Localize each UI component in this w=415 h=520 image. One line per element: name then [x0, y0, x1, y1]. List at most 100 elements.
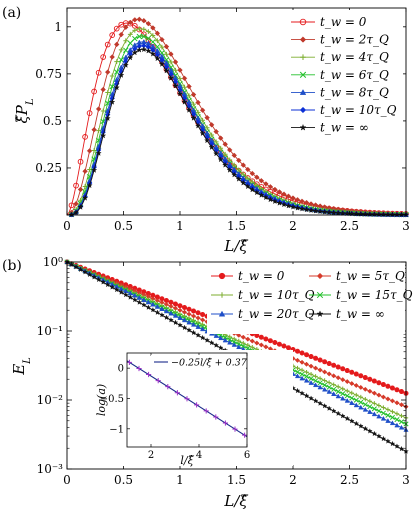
- panel-b-point: [186, 306, 192, 312]
- panel-a-point: [73, 201, 79, 207]
- panel-a-point: [267, 196, 274, 203]
- panel-b-point: [113, 286, 120, 293]
- panel-a-point: [154, 30, 161, 37]
- panel-b-point: [168, 310, 174, 316]
- panel-b-point: [349, 395, 355, 401]
- panel-a-point: [191, 101, 196, 107]
- panel-b-point: [371, 411, 377, 417]
- panel-a-point: [113, 25, 120, 32]
- panel-a-point: [200, 117, 205, 123]
- inset-xtick-label: 2: [148, 450, 154, 461]
- panel-b-point: [195, 320, 201, 325]
- panel-a-point: [109, 32, 116, 38]
- panel-a-point: [123, 47, 129, 53]
- panel-b-point: [331, 382, 336, 387]
- panel-a-point: [123, 24, 129, 30]
- panel-a-point: [168, 59, 174, 65]
- panel-a-point: [213, 139, 219, 145]
- panel-a-point: [132, 27, 138, 33]
- panel-b-point: [245, 342, 250, 348]
- panel-b-point: [200, 322, 205, 327]
- panel-b-point: [186, 327, 192, 333]
- panel-a-point: [195, 109, 201, 115]
- panel-b-point: [308, 395, 314, 401]
- panel-b-point: [371, 406, 377, 412]
- panel-a-point: [127, 19, 134, 26]
- panel-b-point: [394, 422, 400, 428]
- panel-b-xtick-label: 3: [402, 473, 410, 487]
- panel-b-point: [131, 296, 138, 303]
- inset-ticks: 2 4 6 0 −0.5 −1: [100, 353, 250, 461]
- panel-b-point: [340, 391, 346, 397]
- panel-a-point: [109, 73, 115, 79]
- panel-b-point: [367, 404, 373, 410]
- panel-a-point: [82, 168, 88, 175]
- panel-b-point: [303, 377, 310, 383]
- panel-b-point: [258, 334, 264, 340]
- inset-point: [165, 384, 171, 390]
- panel-a-point: [145, 35, 152, 42]
- panel-b-ytick-label: 10⁻³: [37, 462, 64, 476]
- panel-b-point: [380, 415, 387, 421]
- panel-a-xtick-label: 2.5: [340, 219, 359, 233]
- panel-b-point: [200, 312, 206, 318]
- panel-b-point: [191, 313, 197, 319]
- panel-a-point: [195, 99, 201, 106]
- panel-b-point: [317, 400, 323, 406]
- panel-a-point: [181, 75, 188, 82]
- panel-a-point: [82, 194, 89, 201]
- panel-a-point: [113, 84, 120, 91]
- panel-b-point: [330, 407, 337, 414]
- panel-a-xtick-label: 1: [176, 219, 184, 233]
- panel-b-point: [100, 279, 107, 285]
- panel-b-point: [191, 308, 197, 314]
- panel-a-ytick-label: 1: [54, 20, 62, 34]
- panel-a-point: [141, 26, 147, 32]
- panel-b-point: [304, 361, 310, 367]
- inset-xtick-label: 4: [196, 450, 202, 461]
- panel-b-point: [190, 329, 197, 336]
- panel-b-point: [380, 382, 386, 388]
- panel-b-point: [344, 379, 350, 385]
- panel-b-point: [299, 350, 305, 356]
- panel-a-point: [149, 50, 156, 57]
- panel-b-point: [304, 369, 309, 375]
- panel-b-point: [353, 371, 359, 377]
- panel-a-point: [285, 193, 292, 199]
- panel-a-point: [339, 210, 346, 216]
- panel-b-point: [308, 376, 314, 382]
- panel-a-point: [321, 208, 328, 215]
- panel-b-point: [385, 407, 391, 412]
- panel-a-point: [118, 57, 124, 63]
- panel-b-point: [308, 363, 314, 369]
- panel-b-point: [367, 399, 373, 404]
- panel-a-point: [222, 141, 228, 147]
- panel-a-point: [136, 26, 142, 32]
- panel-b-point: [168, 317, 174, 323]
- panel-a-legend-marker: [299, 123, 307, 131]
- panel-b-point: [358, 394, 363, 400]
- panel-a-point: [86, 110, 93, 116]
- panel-b-point: [385, 438, 391, 444]
- panel-b-point: [322, 378, 327, 383]
- panel-a-point: [330, 209, 337, 216]
- panel-b-point: [245, 336, 251, 342]
- panel-a-point: [113, 69, 120, 75]
- panel-a-point: [127, 31, 133, 37]
- panel-a-point: [164, 51, 169, 57]
- panel-a-point: [204, 114, 210, 121]
- panel-a-legend-marker: [299, 71, 307, 78]
- panel-a-point: [289, 203, 297, 210]
- panel-a-legend-label: t_w = 4τ_Q: [320, 50, 389, 64]
- panel-b-point: [321, 402, 328, 409]
- panel-b-point: [313, 365, 319, 371]
- panel-b-point: [349, 390, 354, 396]
- panel-b-point: [236, 332, 242, 338]
- panel-b-point: [213, 333, 219, 338]
- panel-b-point: [199, 334, 206, 341]
- panel-a-point: [163, 43, 170, 50]
- panel-b-point: [186, 319, 192, 325]
- panel-a-point: [167, 74, 175, 81]
- panel-b-legend-marker: [218, 310, 226, 317]
